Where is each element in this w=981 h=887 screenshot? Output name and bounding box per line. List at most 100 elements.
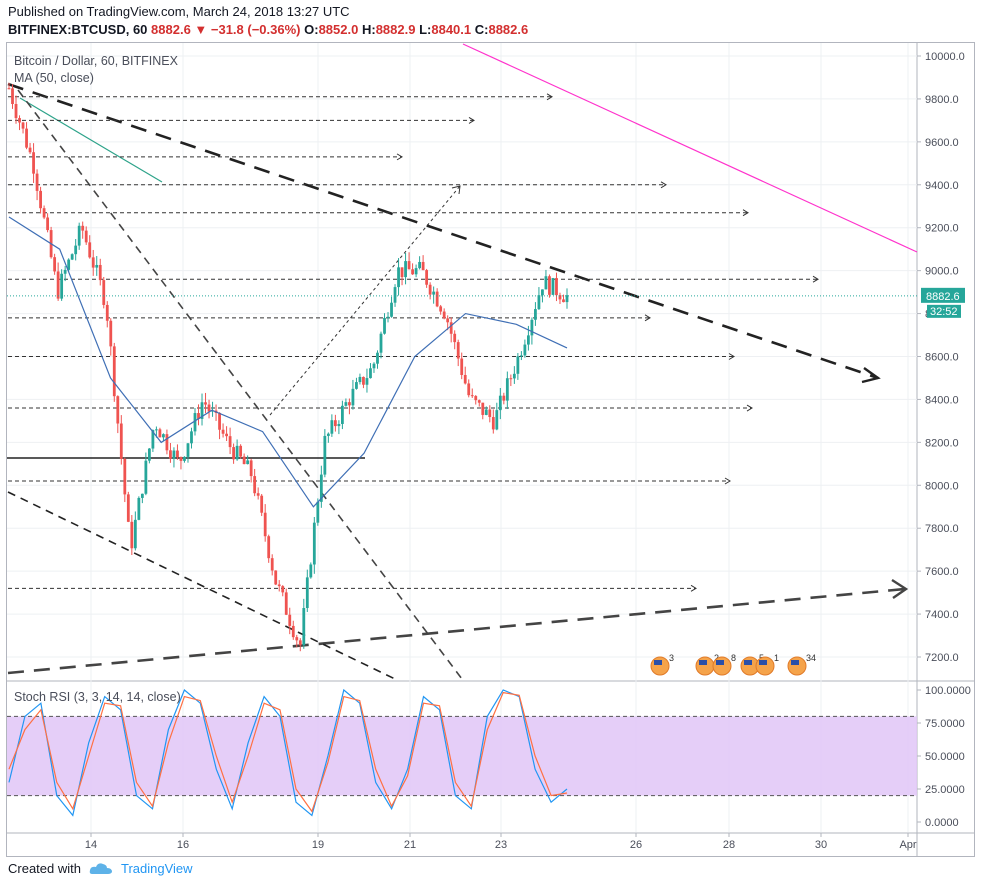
candle-body	[495, 410, 499, 430]
level-arrowhead	[644, 314, 651, 322]
ma-legend[interactable]: MA (50, close)	[14, 71, 94, 85]
candle-body	[400, 267, 404, 278]
candle-body	[534, 309, 537, 320]
economic-event-flag-icon	[755, 656, 775, 676]
candle-body	[319, 474, 323, 502]
candle-body	[425, 270, 429, 285]
tradingview-cloud-icon	[89, 862, 112, 874]
candle-body	[42, 208, 46, 218]
stoch-band	[7, 716, 917, 796]
price-tick-label: 10000.0	[925, 51, 965, 63]
candle-body	[439, 306, 443, 312]
price-tick-label: 9200.0	[925, 223, 959, 235]
stoch-tick-label: 50.0000	[925, 751, 965, 763]
candle-body	[505, 378, 509, 401]
candle-body	[383, 317, 386, 334]
candle-body	[358, 376, 362, 383]
symbol-label: BITFINEX:BTCUSD, 60	[8, 22, 148, 37]
candle-body	[523, 344, 527, 356]
low-value: 8840.1	[431, 22, 472, 37]
candle-body	[274, 570, 278, 585]
steep-diagonal-line	[17, 89, 463, 680]
open-value: 8852.0	[318, 22, 359, 37]
candle-body	[18, 118, 21, 123]
event-count-label: 34	[806, 653, 816, 663]
candle-body	[81, 225, 85, 231]
candle-body	[140, 493, 144, 498]
candle-body	[477, 400, 481, 403]
candle-body	[288, 614, 292, 626]
candle-body	[432, 291, 436, 295]
flag-canton-icon	[791, 660, 799, 665]
level-arrowhead	[396, 153, 403, 161]
candle-body	[158, 429, 162, 438]
candle-body	[63, 269, 67, 274]
candle-body	[190, 431, 193, 444]
candle-body	[348, 402, 351, 406]
candle-body	[239, 445, 243, 457]
level-arrowhead	[724, 477, 731, 485]
candle-body	[376, 352, 379, 364]
stoch-tick-label: 100.0000	[925, 685, 971, 697]
candle-body	[137, 497, 141, 520]
candle-body	[200, 402, 204, 419]
candle-body	[302, 608, 306, 646]
candle-body	[414, 268, 418, 275]
candle-body	[179, 457, 183, 461]
candle-body	[25, 128, 28, 148]
candle-body	[84, 230, 88, 243]
candle-body	[305, 577, 309, 609]
candle-body	[386, 316, 390, 318]
tradingview-brand[interactable]: TradingView	[120, 861, 193, 876]
candle-body	[242, 456, 246, 465]
countdown-label: 32:52	[930, 306, 958, 318]
candle-body	[53, 257, 57, 272]
event-count-label: 1	[774, 653, 779, 663]
candle-body	[330, 420, 334, 434]
time-tick-label: 21	[404, 839, 416, 851]
candle-body	[484, 409, 488, 415]
time-tick-label: 26	[630, 839, 642, 851]
candle-body	[481, 402, 485, 415]
stoch-legend[interactable]: Stoch RSI (3, 3, 14, 14, close)	[14, 690, 181, 704]
level-arrowhead	[690, 584, 697, 592]
candle-body	[263, 512, 267, 537]
chart-frame[interactable]	[6, 42, 975, 857]
countdown-badge	[927, 304, 961, 318]
footer: Created with TradingView	[8, 861, 193, 876]
price-tick-label: 8200.0	[925, 437, 959, 449]
candle-body	[28, 147, 32, 153]
uptrend-arrowhead	[891, 578, 909, 599]
candle-body	[225, 433, 228, 437]
candle-body	[498, 395, 502, 411]
candle-body	[32, 152, 35, 174]
candle-body	[548, 276, 551, 295]
stoch-tick-label: 0.0000	[925, 817, 959, 829]
candle-body	[154, 429, 158, 431]
price-tick-label: 7800.0	[925, 523, 959, 535]
candle-body	[95, 264, 99, 268]
price-tick-label: 7600.0	[925, 566, 959, 578]
candle-body	[270, 558, 274, 571]
candle-body	[519, 355, 523, 357]
candle-body	[102, 280, 106, 305]
high-label: H:	[361, 22, 376, 37]
candle-body	[162, 434, 165, 438]
candle-body	[369, 368, 372, 379]
time-tick-label: 14	[85, 839, 97, 851]
created-with-label: Created with	[8, 861, 81, 876]
event-count-label: 3	[669, 653, 674, 663]
candle-body	[119, 423, 123, 459]
candle-body	[565, 295, 569, 303]
candle-body	[77, 225, 81, 246]
candle-body	[218, 412, 221, 430]
time-tick-label: 16	[177, 839, 189, 851]
candle-body	[35, 173, 39, 191]
candle-body	[544, 276, 548, 290]
candle-body	[165, 434, 169, 451]
last-price-badge	[921, 287, 965, 303]
economic-event-flag-icon	[712, 656, 732, 676]
candle-body	[312, 522, 316, 565]
projection-arrowhead	[451, 185, 461, 195]
